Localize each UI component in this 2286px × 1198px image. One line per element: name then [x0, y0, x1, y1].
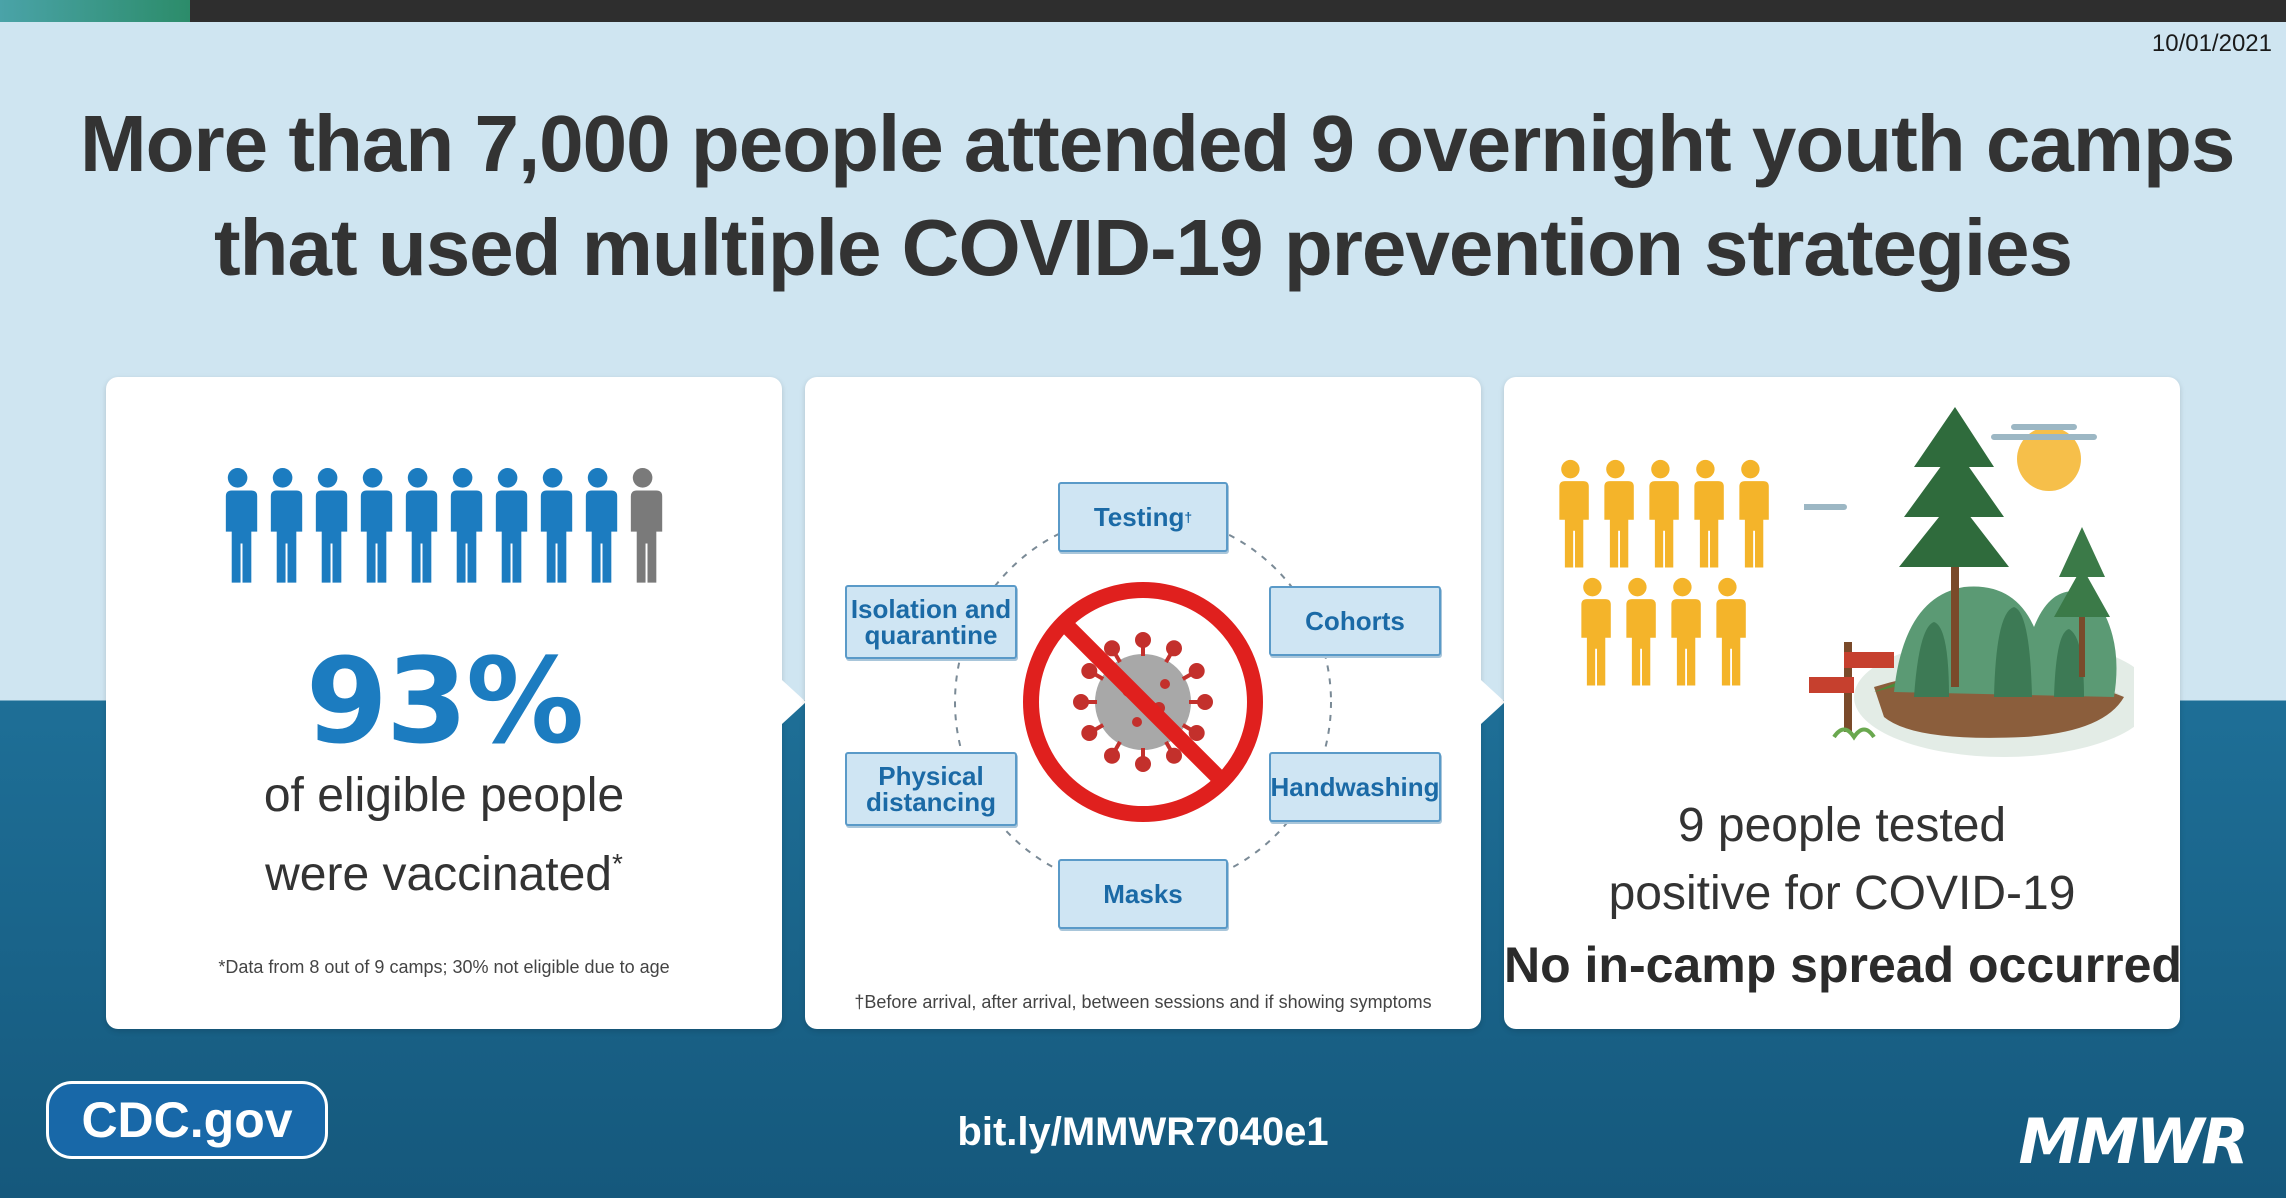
card-connector: [1481, 680, 1505, 724]
strategy-physical-line-2: distancing: [865, 787, 996, 817]
outcome-description: 9 people tested positive for COVID-19: [1504, 792, 2180, 928]
virus-spike-tip-icon: [1073, 694, 1089, 710]
strategy-isolation-line-2: quarantine: [864, 620, 998, 650]
mmwr-logo: MMWR: [2018, 1105, 2249, 1178]
person-icon: [1624, 577, 1656, 686]
outcome-line-1: 9 people tested: [1677, 799, 2007, 852]
strategy-handwashing: Handwashing: [1269, 752, 1441, 822]
strategy-masks: Masks: [1058, 859, 1228, 929]
top-bar-accent: [0, 0, 190, 22]
vaccination-footnote: *Data from 8 out of 9 camps; 30% not eli…: [218, 957, 670, 977]
vaccination-line-1: of eligible people: [263, 769, 625, 822]
vaccination-percent: 93%: [305, 632, 584, 770]
vaccination-card: 93% of eligible people were vaccinated* …: [106, 377, 782, 1029]
strategy-cohorts-label: Cohorts: [1305, 606, 1405, 636]
report-link[interactable]: bit.ly/MMWR7040e1: [957, 1110, 1329, 1154]
strategy-handwashing-label: Handwashing: [1270, 772, 1440, 802]
virus-spike-tip-icon: [1081, 725, 1098, 741]
person-icon: [358, 467, 393, 583]
headline-line-2: that used multiple COVID-19 prevention s…: [213, 203, 2073, 292]
person-icon: [1579, 577, 1611, 686]
strategies-footnote: †Before arrival, after arrival, between …: [854, 992, 1432, 1012]
virus-spike-tip-icon: [1081, 663, 1098, 679]
person-icon: [1714, 577, 1746, 686]
vaccination-line-2: were vaccinated*: [106, 830, 782, 909]
testing-footnote-mark: †: [1184, 509, 1193, 525]
virus-spike-tip-icon: [1135, 756, 1151, 772]
yellow-people-icon: [1557, 459, 1769, 686]
camp-forest-icon: [1804, 407, 2134, 757]
top-bar: [0, 0, 2286, 22]
strategy-isolation-line-1: Isolation and: [850, 594, 1012, 624]
no-virus-icon: [954, 513, 1332, 891]
outcome-line-2: positive for COVID-19: [1608, 867, 2076, 920]
publish-date: 10/01/2021: [2151, 30, 2272, 57]
people-row-icon: [223, 467, 663, 583]
person-icon: [448, 467, 483, 583]
strategies-card: Testing † Cohorts Handwashing Masks Physi…: [805, 377, 1481, 1029]
person-icon: [223, 467, 258, 583]
vaccination-line-2-text: were vaccinated: [265, 848, 612, 901]
virus-spike-tip-icon: [1188, 663, 1205, 679]
strategy-isolation-quarantine: Isolation and quarantine: [845, 585, 1017, 659]
person-icon: [1669, 577, 1701, 686]
outcome-card: 9 people tested positive for COVID-19 No…: [1504, 377, 2182, 1029]
strategy-testing-label: Testing: [1093, 502, 1185, 532]
person-icon: [1602, 459, 1634, 568]
virus-spike-tip-icon: [1197, 694, 1213, 710]
person-icon: [403, 467, 438, 583]
person-icon: [1737, 459, 1769, 568]
virus-spike-tip-icon: [1166, 640, 1182, 657]
vaccination-footnote-mark: *: [611, 848, 623, 879]
virus-spike-tip-icon: [1135, 632, 1151, 648]
strategy-testing: Testing †: [1058, 482, 1228, 552]
strategy-physical-distancing: Physical distancing: [845, 752, 1017, 826]
card-connector: [782, 680, 806, 724]
headline-line-1: More than 7,000 people attended 9 overni…: [80, 99, 2235, 188]
virus-spike-tip-icon: [1188, 725, 1205, 741]
vaccination-description: of eligible people were vaccinated*: [106, 762, 782, 909]
virus-spike-tip-icon: [1104, 747, 1120, 764]
headline: More than 7,000 people attended 9 overni…: [80, 92, 2235, 300]
virus-spike-tip-icon: [1104, 640, 1120, 657]
person-icon: [268, 467, 303, 583]
strategy-cohorts: Cohorts: [1269, 586, 1441, 656]
person-icon: [1557, 459, 1589, 568]
strategy-masks-label: Masks: [1103, 879, 1183, 909]
person-icon: [583, 467, 618, 583]
outcome-conclusion: No in-camp spread occurred: [1504, 937, 2182, 993]
person-icon: [538, 467, 573, 583]
person-icon: [313, 467, 348, 583]
person-icon: [1692, 459, 1724, 568]
cdc-link-button[interactable]: CDC.gov: [46, 1081, 328, 1159]
virus-spike-tip-icon: [1166, 747, 1182, 764]
person-icon: [1647, 459, 1679, 568]
person-icon: [493, 467, 528, 583]
strategy-physical-line-1: Physical: [878, 761, 984, 791]
person-icon: [628, 467, 663, 583]
